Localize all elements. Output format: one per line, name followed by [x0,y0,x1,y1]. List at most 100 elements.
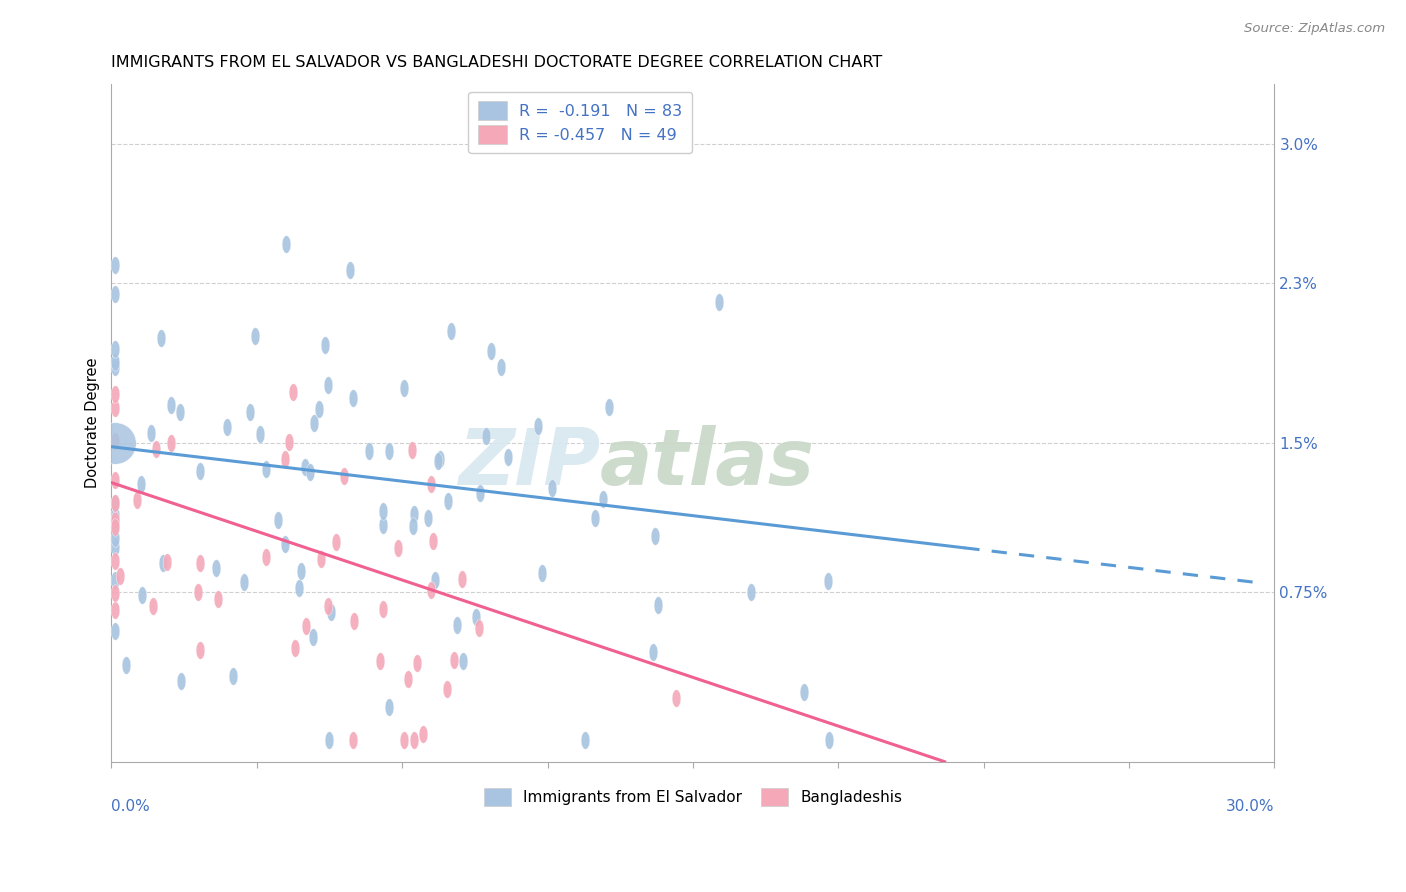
Point [387,541,409,555]
Point [316,599,339,614]
Point [274,452,297,467]
Point [479,344,502,359]
Point [104,496,127,510]
Point [707,295,730,310]
Point [402,507,425,521]
Point [420,477,443,491]
Point [104,496,127,510]
Point [104,624,127,639]
Point [142,599,165,613]
Point [159,398,181,412]
Point [371,504,394,518]
Point [440,324,463,338]
Point [325,534,347,549]
Point [145,442,167,456]
Point [131,588,153,602]
Point [104,513,127,527]
Point [647,598,669,612]
Point [152,556,174,570]
Point [371,601,394,615]
Point [254,549,277,564]
Point [104,258,127,272]
Point [371,518,394,533]
Legend: Immigrants from El Salvador, Bangladeshis: Immigrants from El Salvador, Bangladeshi… [478,782,908,812]
Point [170,673,193,688]
Point [295,618,318,632]
Point [309,552,332,566]
Text: 0.0%: 0.0% [111,799,150,814]
Point [412,727,434,741]
Point [443,653,465,667]
Point [249,427,271,442]
Point [217,419,239,434]
Point [422,533,444,548]
Point [531,566,554,581]
Point [304,416,326,430]
Point [274,236,297,251]
Point [284,641,307,656]
Point [188,643,211,657]
Point [114,658,136,673]
Point [104,519,127,533]
Point [665,690,688,705]
Point [342,732,364,747]
Point [139,425,162,440]
Point [316,377,339,392]
Text: atlas: atlas [600,425,815,501]
Point [104,355,127,369]
Point [526,418,548,433]
Point [281,384,304,399]
Point [207,592,229,607]
Point [402,519,425,533]
Text: IMMIGRANTS FROM EL SALVADOR VS BANGLADESHI DOCTORATE DEGREE CORRELATION CHART: IMMIGRANTS FROM EL SALVADOR VS BANGLADES… [111,55,883,70]
Point [446,618,468,632]
Point [104,586,127,600]
Point [467,621,489,635]
Point [156,555,179,569]
Point [368,654,391,668]
Point [129,476,152,491]
Point [104,286,127,301]
Point [104,517,127,532]
Point [302,630,325,644]
Point [818,732,841,747]
Point [392,732,415,747]
Point [104,342,127,356]
Point [188,464,211,478]
Point [489,359,512,374]
Point [401,442,423,457]
Point [104,387,127,401]
Point [104,435,127,450]
Point [266,513,288,527]
Point [104,508,127,523]
Point [232,575,254,590]
Point [278,435,301,450]
Point [294,460,316,475]
Y-axis label: Doctorate Degree: Doctorate Degree [86,358,100,488]
Point [378,444,401,458]
Point [451,654,474,668]
Point [104,434,127,449]
Point [104,573,127,587]
Point [436,494,458,508]
Point [540,481,562,495]
Point [308,401,330,416]
Point [644,529,666,543]
Point [377,699,399,714]
Point [343,615,366,629]
Point [423,573,446,587]
Point [104,532,127,546]
Point [108,568,131,582]
Point [406,657,429,671]
Point [288,581,311,595]
Point [104,541,127,555]
Point [169,405,191,419]
Point [339,263,361,277]
Point [592,492,614,507]
Point [475,429,498,443]
Point [104,553,127,567]
Point [150,331,173,345]
Point [436,682,458,697]
Text: 30.0%: 30.0% [1226,799,1274,814]
Point [465,609,488,624]
